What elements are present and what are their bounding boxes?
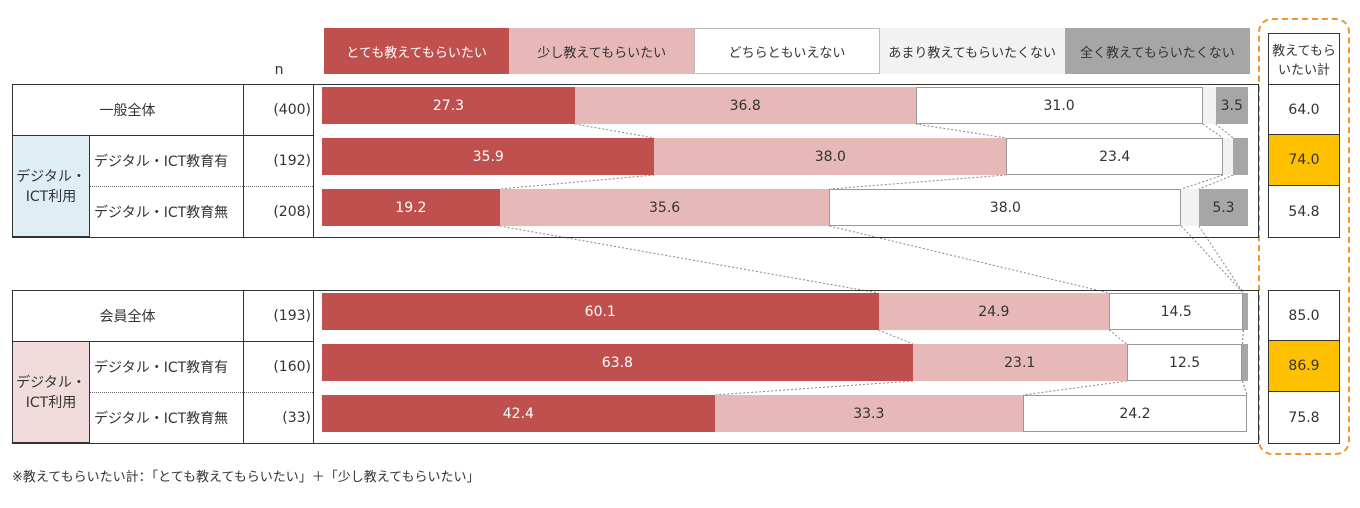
row-divider: [12, 135, 313, 136]
data-label: 36.8: [729, 97, 761, 114]
bar-segment: [322, 293, 879, 330]
bar-segment: [915, 87, 1203, 124]
bar-segment: [322, 344, 913, 381]
data-label: 23.4: [1099, 148, 1131, 165]
col-divider: [243, 290, 244, 443]
group-cell: デジタル・ICT利用: [12, 341, 90, 443]
connector: [1022, 380, 1127, 396]
row-divider: [12, 341, 313, 342]
bar-segment: [1233, 138, 1248, 175]
bar-segment: [1243, 293, 1248, 330]
data-label: 24.2: [1119, 405, 1151, 422]
bar-segment: [1006, 138, 1223, 175]
bar-segment: [322, 138, 655, 175]
n-label: (160): [273, 358, 311, 375]
legend-item: 全く教えてもらいたくない: [1064, 28, 1250, 74]
data-label: 3.5: [1220, 97, 1243, 114]
legend-item: とても教えてもらいたい: [324, 28, 510, 74]
bar-segment: [1109, 293, 1244, 330]
row-label: 一般全体: [99, 102, 156, 119]
bar-segment: [714, 395, 1023, 432]
n-label: (33): [282, 409, 311, 426]
col-divider: [313, 290, 314, 443]
bar-segment: [322, 395, 715, 432]
data-label: 60.1: [584, 303, 616, 320]
total-header: 教えてもらいたい計: [1268, 33, 1340, 84]
n-label: (400): [273, 101, 311, 118]
connector: [1181, 174, 1224, 190]
row-label: デジタル・ICT教育無: [94, 204, 229, 221]
total-cell: 54.8: [1268, 186, 1340, 238]
data-label: 35.6: [649, 199, 681, 216]
bar-segment: [912, 344, 1127, 381]
data-label: 42.4: [502, 405, 534, 422]
n-header: n: [274, 62, 284, 78]
data-label: 5.3: [1212, 199, 1235, 216]
n-label: (192): [273, 152, 311, 169]
row-label: 会員全体: [99, 308, 156, 325]
connector: [499, 174, 655, 190]
data-label: 35.9: [472, 148, 504, 165]
data-label: 24.9: [978, 303, 1010, 320]
data-label: 33.3: [853, 405, 885, 422]
data-label: 14.5: [1160, 303, 1192, 320]
total-cell: 85.0: [1268, 290, 1340, 341]
row-label: デジタル・ICT教育有: [94, 153, 229, 170]
data-label: 12.5: [1168, 354, 1201, 371]
legend-item: どちらともいえない: [694, 28, 880, 74]
data-label: 31.0: [1043, 97, 1075, 114]
data-label: 63.8: [601, 354, 633, 371]
total-cell: 74.0: [1268, 135, 1340, 186]
bar-segment: [1181, 189, 1199, 226]
connector: [574, 123, 655, 139]
bar-segment: [322, 189, 500, 226]
row-label: デジタル・ICT教育無: [94, 410, 229, 427]
bar-segment: [574, 87, 916, 124]
bar-segment: [1022, 395, 1248, 432]
bar-segment: [1242, 344, 1248, 381]
bar-segment: [1222, 138, 1234, 175]
bar-segment: [1198, 189, 1248, 226]
legend-item: あまり教えてもらいたくない: [879, 28, 1065, 74]
bar-segment: [829, 189, 1182, 226]
connector: [1180, 225, 1244, 294]
connector: [714, 380, 913, 396]
bar-segment: [1126, 344, 1243, 381]
connector: [1202, 123, 1224, 139]
data-label: 38.0: [989, 199, 1021, 216]
bar-segment: [322, 87, 575, 124]
col-divider: [313, 84, 314, 237]
row-label: デジタル・ICT教育有: [94, 359, 229, 376]
total-cell: 64.0: [1268, 84, 1340, 135]
group-cell: デジタル・ICT利用: [12, 135, 90, 237]
footnote: ※教えてもらいたい計：「とても教えてもらいたい」＋「少し教えてもらいたい」: [12, 470, 480, 485]
data-label: 23.1: [1004, 354, 1036, 371]
bar-segment: [499, 189, 830, 226]
bar-segment: [1202, 87, 1216, 124]
total-outline: [1258, 18, 1350, 455]
data-label: 38.0: [814, 148, 846, 165]
col-divider: [243, 84, 244, 237]
row-divider: [90, 392, 313, 393]
data-label: 19.2: [395, 199, 427, 216]
connector: [915, 123, 1007, 139]
total-cell: 86.9: [1268, 341, 1340, 392]
bar-segment: [1215, 87, 1248, 124]
bar-segment: [654, 138, 1007, 175]
connector: [829, 174, 1007, 190]
n-label: (193): [273, 307, 311, 324]
n-label: (208): [273, 203, 311, 220]
connector: [1241, 380, 1248, 396]
row-divider: [90, 186, 313, 187]
bar-segment: [878, 293, 1110, 330]
data-label: 27.3: [432, 97, 464, 114]
legend-item: 少し教えてもらいたい: [509, 28, 695, 74]
total-cell: 75.8: [1268, 392, 1340, 444]
